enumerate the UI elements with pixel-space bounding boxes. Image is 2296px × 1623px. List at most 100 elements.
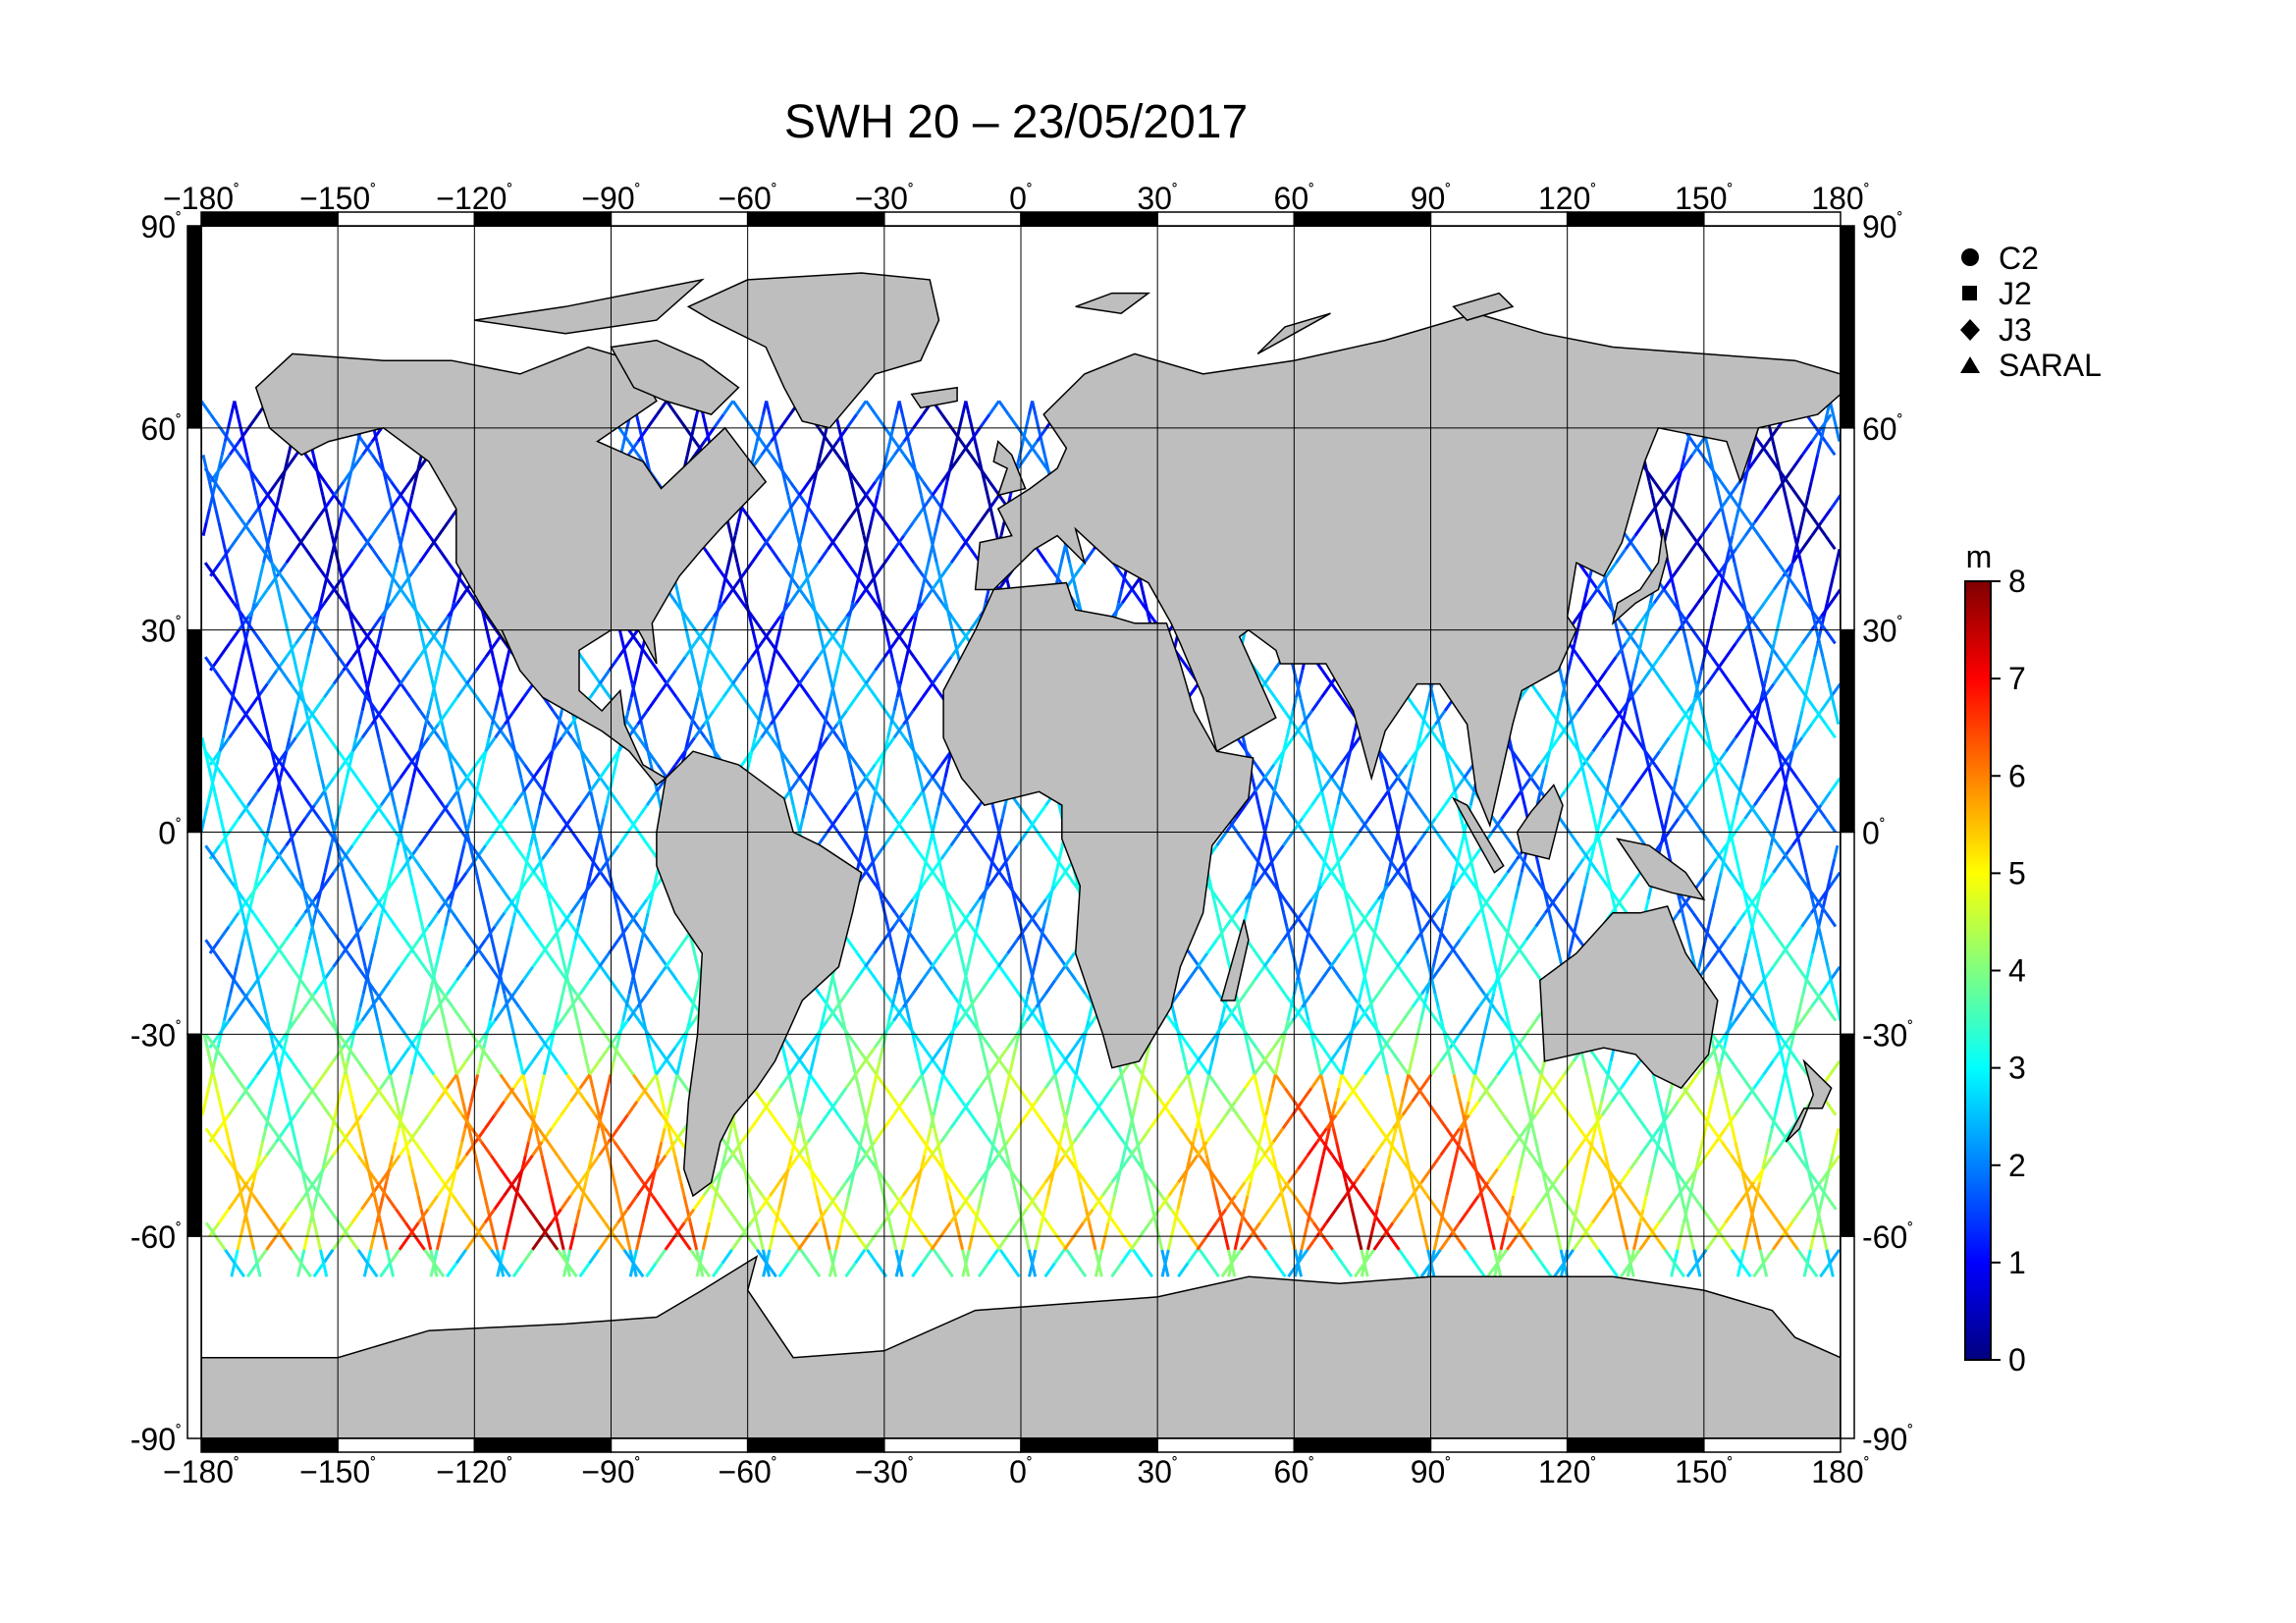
track-segment — [1586, 764, 1600, 780]
track-segment — [607, 939, 620, 954]
track-segment — [214, 1047, 227, 1062]
track-segment — [455, 858, 463, 874]
track-segment — [798, 574, 811, 591]
track-segment — [410, 481, 417, 496]
track-segment — [731, 400, 744, 415]
track-segment — [557, 710, 563, 726]
track-segment — [998, 1154, 1011, 1170]
track-segment — [1705, 952, 1718, 968]
track-segment — [204, 1127, 217, 1143]
track-segment — [236, 1235, 242, 1251]
track-segment — [693, 696, 700, 712]
track-segment — [713, 656, 725, 672]
track-segment — [1233, 1235, 1240, 1251]
track-segment — [933, 521, 939, 536]
track-segment — [796, 1114, 803, 1129]
track-segment — [837, 1222, 844, 1237]
track-segment — [1389, 1087, 1396, 1103]
track-segment — [625, 1235, 632, 1251]
track-segment — [779, 750, 786, 766]
track-segment — [318, 1195, 332, 1211]
track-segment — [831, 1249, 838, 1264]
track-segment — [543, 1168, 550, 1183]
track-segment — [1131, 1059, 1145, 1076]
track-segment — [246, 696, 259, 712]
track-segment — [261, 1113, 274, 1130]
track-segment — [484, 925, 497, 942]
track-segment — [818, 629, 825, 644]
track-segment — [825, 1235, 831, 1251]
track-segment — [1730, 965, 1742, 982]
track-segment — [664, 1047, 677, 1062]
track-segment — [826, 1195, 838, 1211]
track-segment — [1038, 1006, 1044, 1021]
track-segment — [970, 1113, 983, 1130]
track-segment — [1013, 898, 1020, 914]
track-segment — [692, 1235, 699, 1251]
track-segment — [1758, 1195, 1771, 1211]
track-segment — [400, 1101, 406, 1116]
track-segment — [979, 413, 991, 429]
track-segment — [1178, 656, 1191, 672]
track-segment — [900, 1235, 908, 1251]
track-segment — [634, 413, 642, 429]
track-segment — [502, 1235, 508, 1251]
track-segment — [1828, 575, 1836, 590]
track-segment — [1405, 1155, 1412, 1169]
track-segment — [260, 521, 268, 536]
track-segment — [1782, 844, 1794, 860]
track-segment — [1800, 911, 1813, 928]
track-segment — [945, 1181, 952, 1197]
track-segment — [393, 844, 400, 860]
track-segment — [276, 467, 289, 483]
track-segment — [862, 1114, 869, 1129]
track-segment — [901, 1087, 914, 1103]
track-segment — [1723, 1033, 1730, 1049]
track-segment — [997, 574, 1010, 591]
track-segment — [1052, 1155, 1059, 1169]
track-segment — [1796, 1154, 1809, 1170]
track-segment — [227, 1195, 240, 1211]
track-segment — [540, 1155, 547, 1169]
track-segment — [860, 548, 867, 564]
track-segment — [493, 952, 501, 968]
track-segment — [285, 925, 297, 942]
track-segment — [1075, 1262, 1088, 1278]
track-segment — [311, 1195, 319, 1211]
track-segment — [1032, 980, 1039, 995]
track-segment — [903, 831, 916, 847]
track-segment — [560, 1195, 572, 1211]
track-segment — [261, 1208, 275, 1224]
track-segment — [1354, 1073, 1366, 1090]
track-segment — [322, 871, 336, 888]
track-segment — [1272, 778, 1279, 792]
track-segment — [1800, 723, 1813, 739]
track-segment — [765, 1249, 772, 1264]
track-segment — [1439, 952, 1452, 968]
track-segment — [465, 588, 479, 605]
track-segment — [544, 764, 552, 779]
track-segment — [1511, 750, 1518, 766]
track-segment — [949, 1019, 962, 1036]
track-segment — [1710, 1087, 1717, 1103]
track-segment — [912, 656, 925, 672]
track-segment — [1179, 1033, 1192, 1049]
track-segment — [1415, 710, 1428, 726]
track-segment — [1771, 1141, 1785, 1157]
track-segment — [350, 1208, 363, 1224]
track-segment — [492, 1235, 499, 1251]
track-segment — [597, 1235, 611, 1251]
track-segment — [1407, 1262, 1419, 1278]
track-segment — [752, 441, 759, 456]
track-segment — [1265, 1128, 1272, 1143]
track-segment — [1433, 993, 1440, 1008]
track-segment — [902, 710, 915, 726]
track-segment — [922, 669, 934, 685]
track-segment — [855, 790, 862, 806]
track-segment — [1509, 1033, 1516, 1049]
track-segment — [1141, 1073, 1153, 1090]
track-segment — [875, 589, 881, 604]
track-segment — [558, 993, 564, 1008]
track-segment — [475, 790, 489, 806]
track-segment — [930, 1047, 942, 1062]
